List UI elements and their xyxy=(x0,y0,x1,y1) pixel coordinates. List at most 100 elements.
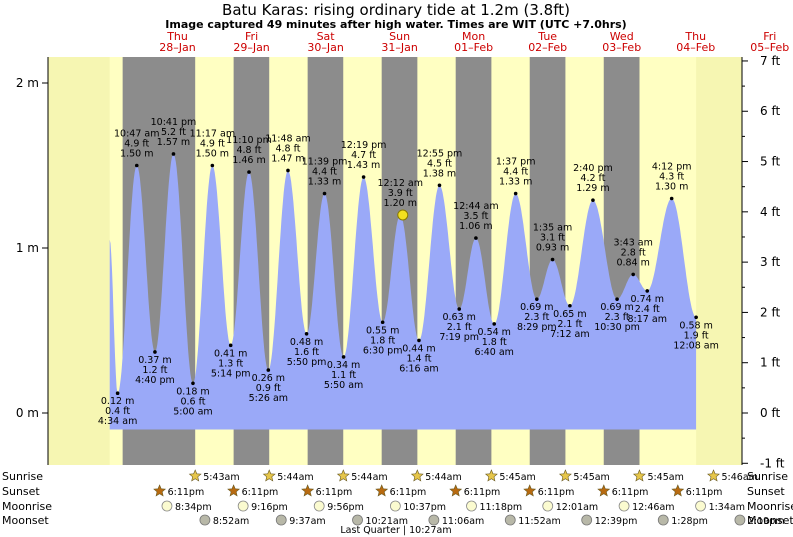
left-tick-label: 2 m xyxy=(16,76,39,90)
tide-time-label: 4:12 pm xyxy=(652,162,692,173)
tide-m-label: 0.55 m xyxy=(366,325,399,336)
sunrise-time: 5:44am xyxy=(425,472,461,483)
chart-subtitle: Image captured 49 minutes after high wat… xyxy=(165,18,626,31)
tide-m-label: 1.50 m xyxy=(196,149,229,160)
tide-time-label: 6:16 am xyxy=(399,363,438,374)
tide-point xyxy=(210,163,215,168)
tide-time-label: 5:26 am xyxy=(249,393,288,404)
sunrise-icon xyxy=(707,469,720,482)
tide-ft-label: 4.9 ft xyxy=(200,139,225,150)
tide-time-label: 5:14 pm xyxy=(211,368,251,379)
tide-time-label: 2:40 pm xyxy=(573,163,613,174)
header-layer: Batu Karas: rising ordinary tide at 1.2m… xyxy=(165,1,626,31)
row-label-right: Sunset xyxy=(747,485,785,498)
axes-layer: 2 m 1 m 0 m 7 ft 6 ft 5 ft 4 ft 3 ft 2 ft 1 ft 0 f… xyxy=(16,30,789,470)
right-tick-label: 4 ft xyxy=(760,205,780,219)
sunset-icon xyxy=(597,484,611,497)
sunset-time: 6:11pm xyxy=(612,487,649,498)
right-tick-label: 0 ft xyxy=(760,406,780,420)
moonrise-icon xyxy=(618,500,630,512)
day-date-label: 29–Jan xyxy=(233,41,269,54)
sunset-icon xyxy=(375,484,389,497)
tide-m-label: 0.63 m xyxy=(442,312,475,323)
tide-ft-label: 2.3 ft xyxy=(524,312,549,323)
tide-ft-label: 0.4 ft xyxy=(105,406,130,417)
tide-ft-label: 4.2 ft xyxy=(580,173,605,184)
moonrise-time: 9:16pm xyxy=(251,502,288,513)
tide-m-label: 1.57 m xyxy=(157,137,190,148)
tide-time-label: 4:40 pm xyxy=(135,375,175,386)
tide-point xyxy=(645,289,650,293)
tide-ft-label: 4.4 ft xyxy=(503,167,528,178)
tide-m-label: 0.84 m xyxy=(616,257,649,268)
tide-point xyxy=(417,338,421,343)
tide-ft-label: 2.3 ft xyxy=(605,312,630,323)
row-label-left: Sunset xyxy=(2,485,40,498)
moonset-time: 11:52am xyxy=(518,516,560,527)
moonset-icon xyxy=(734,514,746,526)
right-tick-label: -1 ft xyxy=(760,456,785,470)
moonrise-icon xyxy=(313,500,325,512)
sunset-time: 6:11pm xyxy=(390,487,427,498)
day-weekday-label: Thu xyxy=(166,30,188,43)
tide-point xyxy=(437,183,442,188)
tide-point xyxy=(171,152,176,156)
tide-m-label: 1.50 m xyxy=(120,149,153,160)
right-tick-label: 3 ft xyxy=(760,255,780,269)
tide-time-label: 5:00 am xyxy=(173,406,212,417)
tide-m-label: 1.30 m xyxy=(655,182,688,193)
tide-m-label: 0.69 m xyxy=(520,302,553,313)
tide-m-label: 0.12 m xyxy=(101,396,134,407)
sunset-icon xyxy=(449,484,463,497)
tide-point xyxy=(615,297,619,301)
tide-m-label: 0.65 m xyxy=(553,309,586,320)
moonrise-time: 11:18pm xyxy=(479,502,522,513)
moonset-icon xyxy=(504,514,516,526)
day-weekday-label: Sun xyxy=(389,30,410,43)
row-label-right: Moonset xyxy=(747,514,793,527)
moonrise-time: 10:37pm xyxy=(403,502,446,513)
tide-ft-label: 3.5 ft xyxy=(463,211,488,222)
tide-time-label: 6:30 pm xyxy=(363,345,403,356)
tide-m-label: 0.74 m xyxy=(631,294,664,305)
right-tick-label: 6 ft xyxy=(760,104,780,118)
tide-point xyxy=(266,368,271,372)
tide-m-label: 1.46 m xyxy=(232,155,265,166)
tide-m-label: 1.33 m xyxy=(499,177,532,188)
tide-time-label: 6:40 am xyxy=(475,347,514,358)
left-tick-label: 0 m xyxy=(16,406,39,420)
tide-point xyxy=(457,307,462,311)
row-label-left: Sunrise xyxy=(2,470,43,483)
tide-m-label: 1.47 m xyxy=(271,153,304,164)
tide-point xyxy=(286,168,290,173)
tide-time-label: 11:48 am xyxy=(265,133,310,144)
tide-time-label: 12:12 am xyxy=(378,178,423,189)
moon-phase-note: Last Quarter | 10:27am xyxy=(340,525,451,536)
sunset-icon xyxy=(227,484,241,497)
tide-ft-label: 2.1 ft xyxy=(447,322,472,333)
tide-ft-label: 1.9 ft xyxy=(684,330,709,341)
tide-ft-label: 4.8 ft xyxy=(275,143,300,154)
moonset-icon xyxy=(199,514,211,526)
sunrise-icon xyxy=(188,469,202,482)
tide-time-label: 5:50 am xyxy=(324,380,363,391)
tide-point xyxy=(191,381,195,386)
sunrise-icon xyxy=(262,469,276,482)
current-tide-marker xyxy=(397,209,409,221)
day-date-label: 05–Feb xyxy=(750,41,789,54)
tide-point xyxy=(115,391,120,396)
moonrise-time: 12:01am xyxy=(556,502,598,513)
moonset-icon xyxy=(581,514,593,526)
day-weekday-label: Thu xyxy=(684,30,706,43)
tide-ft-label: 4.4 ft xyxy=(312,167,337,178)
tide-ft-label: 4.9 ft xyxy=(124,139,149,150)
moonset-icon xyxy=(352,514,363,526)
tide-time-label: 12:19 pm xyxy=(341,140,387,151)
tide-m-label: 0.44 m xyxy=(402,343,435,354)
moonset-icon xyxy=(275,514,287,526)
tide-m-label: 0.41 m xyxy=(214,348,247,359)
day-weekday-label: Sat xyxy=(317,30,336,43)
moonset-time: 1:28pm xyxy=(671,516,708,527)
tide-time-label: 1:37 pm xyxy=(496,157,536,168)
sunset-icon xyxy=(153,484,167,497)
